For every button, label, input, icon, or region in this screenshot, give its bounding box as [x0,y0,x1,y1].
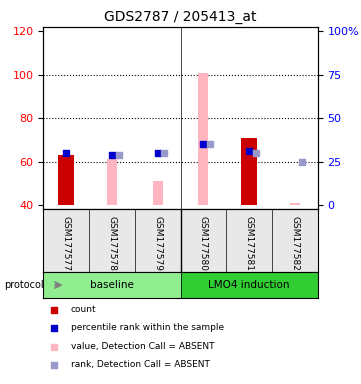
Text: GSM177579: GSM177579 [153,216,162,271]
Text: count: count [71,305,96,314]
Point [200,141,206,147]
Bar [58,155,74,205]
Text: GSM177578: GSM177578 [108,216,116,271]
Text: percentile rank within the sample: percentile rank within the sample [71,323,224,332]
FancyBboxPatch shape [180,272,318,298]
FancyBboxPatch shape [43,272,180,298]
Point [51,307,57,313]
Text: GSM177581: GSM177581 [245,216,253,271]
Point [155,150,161,156]
Bar [290,203,300,205]
Point [116,152,122,158]
Point [253,150,259,156]
Text: GSM177580: GSM177580 [199,216,208,271]
Bar [107,159,117,205]
Point [51,344,57,350]
Point [162,150,168,156]
Point [63,150,69,156]
Bar [153,181,163,205]
Text: protocol: protocol [4,280,43,290]
Text: value, Detection Call = ABSENT: value, Detection Call = ABSENT [71,342,214,351]
Point [246,148,252,154]
Text: GSM177577: GSM177577 [62,216,71,271]
Bar [198,73,208,205]
Point [207,141,213,147]
Point [51,361,57,367]
Text: rank, Detection Call = ABSENT: rank, Detection Call = ABSENT [71,360,210,369]
Point [299,159,305,165]
Text: LMO4 induction: LMO4 induction [208,280,290,290]
Point [109,152,115,158]
Point [51,325,57,331]
Text: baseline: baseline [90,280,134,290]
Title: GDS2787 / 205413_at: GDS2787 / 205413_at [104,10,257,25]
Text: GSM177582: GSM177582 [290,216,299,271]
Bar [241,138,257,205]
